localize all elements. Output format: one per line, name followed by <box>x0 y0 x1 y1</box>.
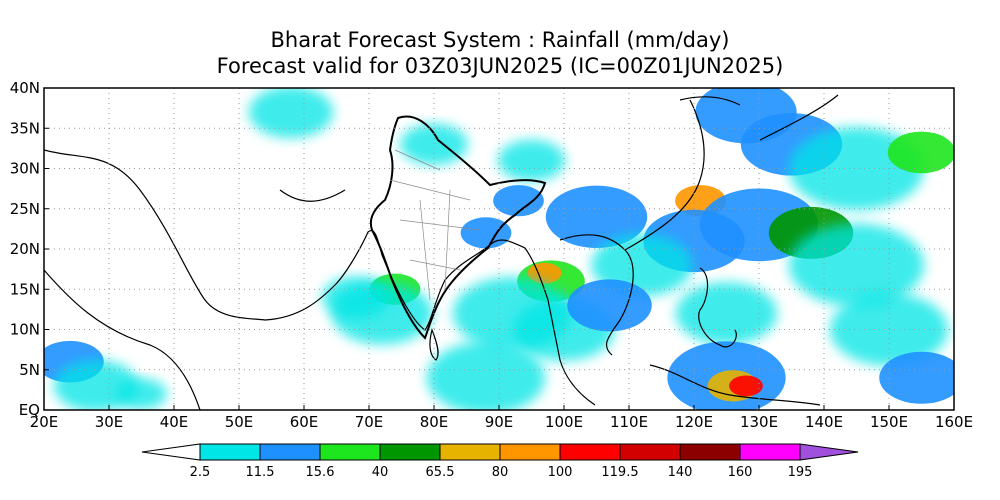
rain-region <box>497 139 566 182</box>
colorbar-box <box>739 443 801 461</box>
rain-region <box>545 185 648 248</box>
lon-tick-label: 140E <box>805 413 843 431</box>
lon-tick-label: 70E <box>355 413 384 431</box>
lon-tick-label: 130E <box>740 413 778 431</box>
colorbar-label: 119.5 <box>601 465 638 480</box>
colorbar-label: 195 <box>788 465 813 480</box>
lon-tick-label: 40E <box>160 413 189 431</box>
india-boundary <box>369 115 547 340</box>
lat-tick-label: 15N <box>10 280 40 298</box>
rain-region <box>887 131 954 174</box>
lon-tick-label: 30E <box>95 413 124 431</box>
colorbar-label: 40 <box>372 465 389 480</box>
colorbar-box <box>679 443 741 461</box>
rain-region <box>460 217 512 249</box>
lat-tick-label: 35N <box>10 119 40 137</box>
colorbar-box <box>379 443 441 461</box>
lon-tick-label: 160E <box>935 413 973 431</box>
rain-region <box>426 341 546 410</box>
lat-tick-label: 20N <box>10 240 40 258</box>
rain-region <box>788 223 925 307</box>
colorbar-label: 2.5 <box>190 465 211 480</box>
lon-tick-label: 20E <box>30 413 59 431</box>
rain-region <box>675 282 778 345</box>
rain-region <box>729 375 763 397</box>
rain-region <box>322 276 390 319</box>
colorbar-label: 140 <box>668 465 693 480</box>
colorbar-box <box>259 443 321 461</box>
colorbar-label: 65.5 <box>426 465 455 480</box>
rainfall-field <box>44 88 954 410</box>
colorbar-label: 160 <box>728 465 753 480</box>
colorbar-box <box>559 443 621 461</box>
colorbar-box <box>319 443 381 461</box>
colorbar-box <box>439 443 501 461</box>
colorbar-box <box>499 443 561 461</box>
lon-tick-label: 80E <box>420 413 449 431</box>
india-districts <box>389 149 481 301</box>
lon-tick-label: 150E <box>870 413 908 431</box>
lon-tick-label: 120E <box>675 413 713 431</box>
rain-region <box>567 279 652 332</box>
lat-tick-label: 40N <box>10 79 40 97</box>
colorbar-label: 11.5 <box>246 465 275 480</box>
grid-lines <box>44 88 954 410</box>
rain-region <box>879 351 954 404</box>
colorbar-box <box>619 443 681 461</box>
lat-tick-label: 25N <box>10 200 40 218</box>
lon-tick-label: 110E <box>610 413 648 431</box>
lon-axis: 20E 30E 40E 50E 60E 70E 80E 90E 100E 110E 120E 130E… <box>30 405 973 431</box>
lat-tick-label: EQ <box>19 401 40 419</box>
rain-region <box>493 185 544 217</box>
lat-axis: EQ 5N 10N 15N 20N 25N 30N 35N 40N <box>10 79 49 419</box>
colorbar-min-triangle <box>141 443 201 461</box>
colorbar-label: 15.6 <box>306 465 335 480</box>
rain-region <box>116 378 167 410</box>
lat-tick-label: 30N <box>10 160 40 178</box>
rain-region <box>400 123 468 166</box>
colorbar-label: 80 <box>492 465 509 480</box>
colorbar-box <box>199 443 261 461</box>
colorbar-max-triangle <box>799 443 859 461</box>
lon-tick-label: 60E <box>290 413 319 431</box>
lat-tick-label: 5N <box>19 361 40 379</box>
map-title: Bharat Forecast System : Rainfall (mm/da… <box>270 28 730 52</box>
lat-tick-label: 10N <box>10 321 40 339</box>
lon-tick-label: 90E <box>485 413 514 431</box>
lon-tick-label: 50E <box>225 413 254 431</box>
lon-tick-label: 100E <box>545 413 583 431</box>
rain-region <box>248 88 334 139</box>
map-subtitle: Forecast valid for 03Z03JUN2025 (IC=00Z0… <box>216 54 784 78</box>
colorbar-label: 100 <box>548 465 573 480</box>
colorbar: 2.5 11.5 15.6 40 65.5 80 100 119.5 140 160 195 <box>141 443 859 480</box>
